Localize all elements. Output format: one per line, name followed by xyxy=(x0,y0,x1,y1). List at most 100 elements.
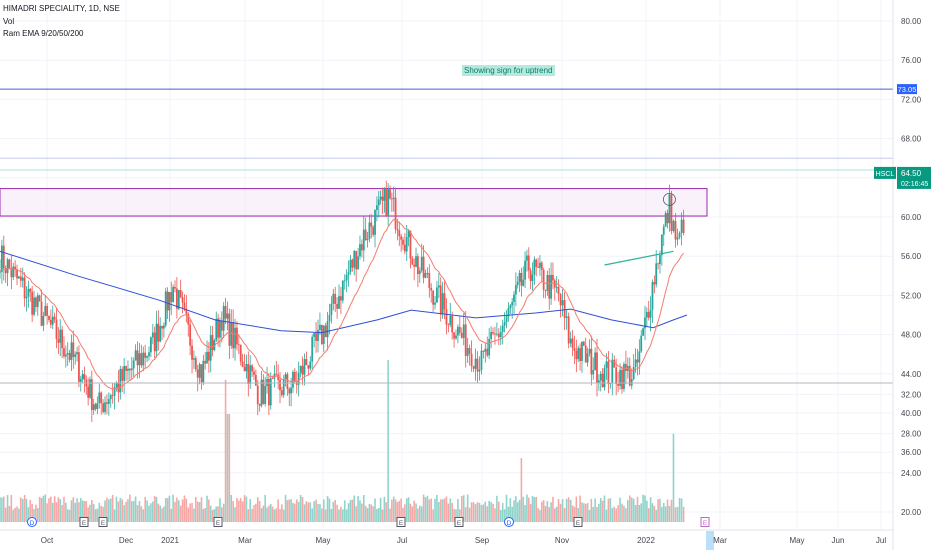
candle[interactable] xyxy=(630,379,633,386)
price-axis[interactable]: 88 INR84.0080.0076.0072.0068.0064.0060.0… xyxy=(901,0,926,517)
candle[interactable] xyxy=(100,392,103,404)
candle[interactable] xyxy=(332,293,335,304)
candle[interactable] xyxy=(21,277,24,281)
candle[interactable] xyxy=(649,309,652,318)
candle[interactable] xyxy=(445,309,448,325)
candle[interactable] xyxy=(117,382,120,393)
candle[interactable] xyxy=(243,366,246,372)
price-badge[interactable] xyxy=(897,84,917,95)
candle[interactable] xyxy=(659,255,661,265)
candle[interactable] xyxy=(92,404,95,411)
candle[interactable] xyxy=(53,316,56,320)
candle[interactable] xyxy=(398,230,401,237)
candle[interactable] xyxy=(151,332,154,338)
candle[interactable] xyxy=(309,361,312,369)
candle[interactable] xyxy=(78,352,80,382)
candle[interactable] xyxy=(362,229,365,251)
candle[interactable] xyxy=(451,315,454,333)
candle[interactable] xyxy=(159,325,162,342)
candle[interactable] xyxy=(520,272,523,286)
candle[interactable] xyxy=(132,360,135,369)
candle[interactable] xyxy=(396,229,399,231)
indicator-ema[interactable]: Ram EMA 9/20/50/200 xyxy=(3,29,84,38)
candle[interactable] xyxy=(527,255,530,271)
candle[interactable] xyxy=(586,353,589,363)
candle[interactable] xyxy=(209,335,212,361)
candle[interactable] xyxy=(280,390,283,396)
candle[interactable] xyxy=(279,379,281,391)
candle[interactable] xyxy=(40,301,43,326)
candle[interactable] xyxy=(162,325,165,329)
candle[interactable] xyxy=(634,359,637,368)
candle[interactable] xyxy=(470,353,473,367)
candle[interactable] xyxy=(320,324,323,345)
candle[interactable] xyxy=(292,371,294,388)
uptrend-annotation[interactable]: Showing sign for uptrend xyxy=(462,65,555,76)
candle[interactable] xyxy=(179,290,182,298)
candle[interactable] xyxy=(488,338,491,356)
candle[interactable] xyxy=(107,399,110,404)
candle[interactable] xyxy=(239,344,242,362)
candle[interactable] xyxy=(0,245,3,272)
candle[interactable] xyxy=(177,290,180,309)
candle[interactable] xyxy=(125,365,127,371)
candle[interactable] xyxy=(164,291,167,326)
candle[interactable] xyxy=(482,350,485,352)
candle[interactable] xyxy=(275,373,278,375)
candle[interactable] xyxy=(206,351,208,364)
candle[interactable] xyxy=(505,316,508,323)
candle[interactable] xyxy=(55,319,58,339)
candle[interactable] xyxy=(544,289,547,291)
candle[interactable] xyxy=(140,353,143,366)
candle[interactable] xyxy=(183,302,186,309)
candle[interactable] xyxy=(368,222,371,239)
candle[interactable] xyxy=(31,291,34,315)
candle[interactable] xyxy=(548,275,551,299)
candle[interactable] xyxy=(134,350,137,361)
candle[interactable] xyxy=(638,351,641,363)
candle[interactable] xyxy=(381,196,384,201)
candle[interactable] xyxy=(123,365,126,381)
candle[interactable] xyxy=(561,300,564,306)
candle[interactable] xyxy=(10,268,13,278)
candle[interactable] xyxy=(653,282,656,285)
candle[interactable] xyxy=(338,296,340,309)
candle[interactable] xyxy=(334,293,337,304)
candle[interactable] xyxy=(33,297,35,315)
candle[interactable] xyxy=(590,348,593,375)
candle[interactable] xyxy=(484,348,487,352)
candle[interactable] xyxy=(170,292,173,303)
candle[interactable] xyxy=(150,337,152,353)
candle[interactable] xyxy=(377,199,380,206)
candle[interactable] xyxy=(389,189,391,199)
candle[interactable] xyxy=(18,276,20,279)
candle[interactable] xyxy=(115,382,118,388)
candle[interactable] xyxy=(63,348,65,357)
candle[interactable] xyxy=(403,244,406,252)
candle[interactable] xyxy=(222,305,225,331)
candle[interactable] xyxy=(462,324,465,338)
candle[interactable] xyxy=(187,313,190,325)
candle[interactable] xyxy=(499,331,502,338)
candle[interactable] xyxy=(432,290,435,305)
candle[interactable] xyxy=(387,189,390,216)
candle[interactable] xyxy=(307,365,310,369)
candle[interactable] xyxy=(130,368,133,371)
candle[interactable] xyxy=(416,256,419,275)
candle[interactable] xyxy=(497,333,500,338)
candle[interactable] xyxy=(14,266,17,270)
candle[interactable] xyxy=(23,277,26,299)
candle[interactable] xyxy=(59,329,62,343)
candle[interactable] xyxy=(651,282,654,310)
candle[interactable] xyxy=(511,301,514,306)
candle[interactable] xyxy=(494,333,496,335)
candle[interactable] xyxy=(8,259,11,269)
candle[interactable] xyxy=(2,245,5,269)
candle[interactable] xyxy=(104,402,106,412)
candle[interactable] xyxy=(596,352,598,383)
candle[interactable] xyxy=(315,333,317,341)
candle[interactable] xyxy=(623,364,625,389)
candle[interactable] xyxy=(4,268,7,274)
candle[interactable] xyxy=(434,302,436,305)
